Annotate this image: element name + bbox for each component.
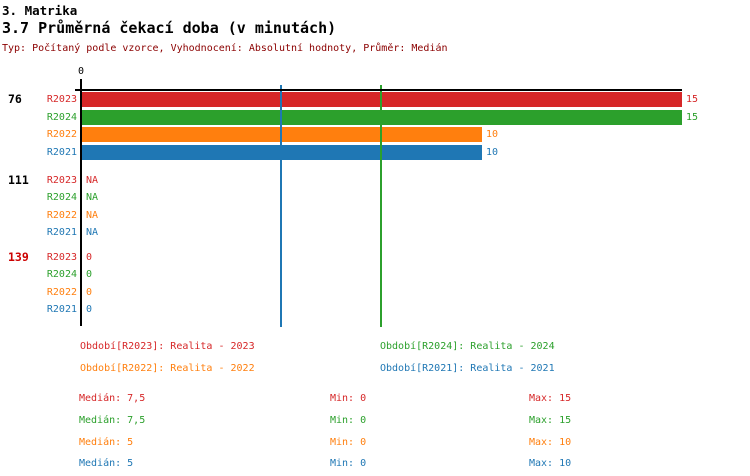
series-label: R2021 xyxy=(46,227,77,238)
stat-min-r2023: Min: 0 xyxy=(330,393,367,404)
series-label: R2021 xyxy=(46,146,77,158)
chart-meta: Typ: Počítaný podle vzorce, Vyhodnocení:… xyxy=(2,43,448,54)
series-label: R2021 xyxy=(46,304,77,315)
series-label: R2023 xyxy=(46,174,77,186)
stat-median-r2023: Medián: 7,5 xyxy=(79,393,146,404)
series-label: R2024 xyxy=(46,269,77,280)
axis-zero-tick-label: 0 xyxy=(77,66,85,77)
stat-median-r2022: Medián: 5 xyxy=(79,436,134,448)
category-axis-line xyxy=(80,79,82,326)
series-label: R2024 xyxy=(46,111,77,123)
value-label: 10 xyxy=(486,146,499,158)
value-label: 0 xyxy=(86,304,93,315)
value-label: 0 xyxy=(86,286,93,298)
stat-min-r2021: Min: 0 xyxy=(330,458,367,469)
series-label: R2022 xyxy=(46,286,77,298)
value-label: NA xyxy=(86,174,99,186)
chart-title: 3.7 Průměrná čekací doba (v minutách) xyxy=(2,19,337,37)
value-label: 0 xyxy=(86,269,93,280)
value-label: NA xyxy=(86,209,99,221)
value-label: NA xyxy=(86,227,99,238)
value-axis-line xyxy=(75,89,682,91)
series-label: R2022 xyxy=(46,209,77,221)
series-label: R2024 xyxy=(46,192,77,203)
stat-min-r2022: Min: 0 xyxy=(330,436,367,448)
stat-max-r2023: Max: 15 xyxy=(529,393,572,404)
value-label: NA xyxy=(86,192,99,203)
bar-r2022 xyxy=(82,127,482,142)
series-label: R2023 xyxy=(46,251,77,263)
series-label: R2023 xyxy=(46,94,77,105)
series-label: R2022 xyxy=(46,129,77,140)
bar-r2021 xyxy=(82,144,482,160)
value-label: 10 xyxy=(486,129,499,140)
median-reference-line-r2024 xyxy=(380,85,382,327)
bar-r2024 xyxy=(82,109,682,125)
value-label: 15 xyxy=(686,111,699,123)
stat-max-r2021: Max: 10 xyxy=(529,458,572,469)
group-label: 139 xyxy=(8,249,29,264)
value-label: 15 xyxy=(686,94,699,105)
stat-max-r2022: Max: 10 xyxy=(529,436,572,448)
legend-item-r2022: Období[R2022]: Realita - 2022 xyxy=(80,363,255,374)
bar-r2023 xyxy=(82,92,682,107)
value-label: 0 xyxy=(86,251,93,263)
legend-item-r2024: Období[R2024]: Realita - 2024 xyxy=(380,341,555,352)
legend-item-r2021: Období[R2021]: Realita - 2021 xyxy=(380,363,555,374)
legend-item-r2023: Období[R2023]: Realita - 2023 xyxy=(80,341,255,352)
stat-min-r2024: Min: 0 xyxy=(330,415,367,426)
stat-median-r2021: Medián: 5 xyxy=(79,458,134,469)
median-reference-line-r2021 xyxy=(280,85,282,327)
section-title: 3. Matrika xyxy=(2,3,78,18)
group-label: 76 xyxy=(8,92,22,106)
group-label: 111 xyxy=(8,172,29,187)
stat-max-r2024: Max: 15 xyxy=(529,415,572,426)
stat-median-r2024: Medián: 7,5 xyxy=(79,415,146,426)
